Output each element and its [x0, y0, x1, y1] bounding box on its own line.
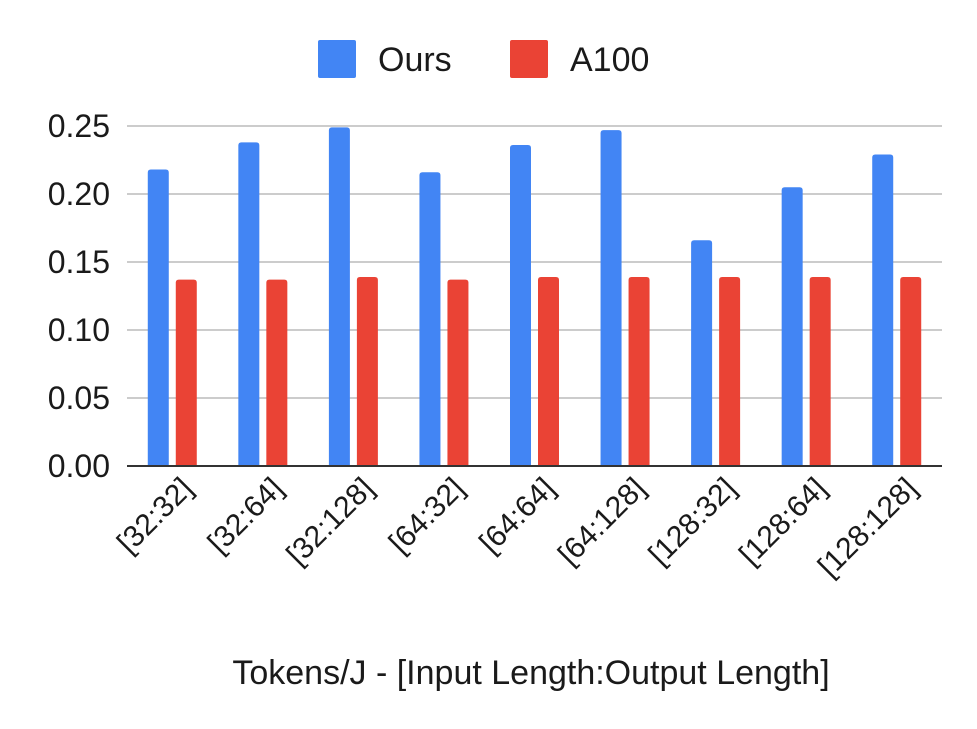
y-tick-label: 0.00 — [48, 448, 110, 484]
y-tick-label: 0.05 — [48, 380, 110, 416]
x-axis-title: Tokens/J - [Input Length:Output Length] — [232, 654, 829, 692]
x-tick-label: [128:128] — [812, 472, 924, 584]
x-tick-label: [32:32] — [111, 472, 199, 560]
bar-ours — [328, 127, 350, 467]
x-tick-label: [64:128] — [552, 472, 652, 572]
bar-a100 — [266, 279, 288, 466]
y-tick-label: 0.10 — [48, 312, 110, 348]
x-tick-label: [128:32] — [643, 472, 743, 572]
legend: Ours A100 — [318, 40, 649, 79]
bar-ours — [872, 154, 894, 466]
bar-ours — [238, 142, 260, 466]
y-tick-label: 0.20 — [48, 176, 110, 212]
y-tick-label: 0.15 — [48, 244, 110, 280]
bar-ours — [419, 172, 441, 467]
bars — [147, 127, 922, 467]
x-tick-label: [32:128] — [280, 472, 380, 572]
y-axis-ticks: 0.00 0.05 0.10 0.15 0.20 0.25 — [48, 108, 110, 484]
bar-ours — [691, 240, 713, 466]
bar-ours — [600, 130, 622, 466]
legend-swatch-a100 — [510, 40, 548, 78]
bar-ours — [147, 169, 169, 466]
gridlines — [127, 125, 942, 399]
x-tick-label: [64:64] — [473, 472, 561, 560]
legend-label-ours: Ours — [378, 41, 452, 79]
bar-ours — [781, 187, 803, 466]
bar-a100 — [356, 276, 378, 466]
bar-a100 — [719, 276, 741, 466]
legend-swatch-ours — [318, 40, 356, 78]
bar-a100 — [447, 279, 469, 466]
bar-a100 — [175, 279, 197, 466]
legend-label-a100: A100 — [570, 41, 649, 79]
bar-ours — [510, 145, 531, 467]
x-tick-label: [64:32] — [383, 472, 471, 560]
bar-a100 — [900, 276, 922, 466]
y-tick-label: 0.25 — [48, 108, 110, 144]
x-axis-ticks: [32:32] [32:64][32:128] [64:32] [64:64][64:… — [111, 472, 924, 584]
bar-a100 — [538, 276, 559, 466]
bar-a100 — [809, 276, 831, 466]
x-tick-label: [32:64] — [202, 472, 290, 560]
bar-a100 — [628, 276, 650, 466]
